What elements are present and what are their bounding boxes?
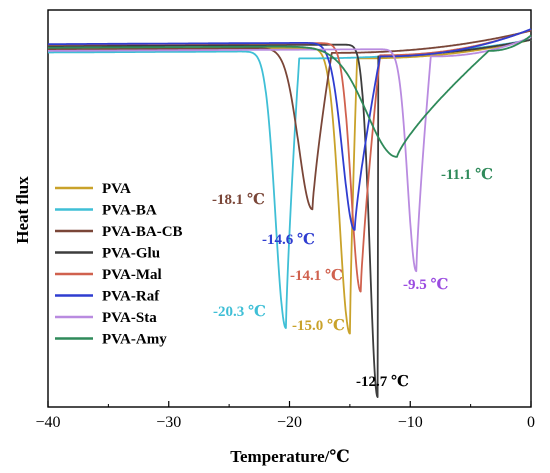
peak-label: -15.0 ℃ bbox=[292, 318, 345, 334]
x-axis-title: Temperature/℃ bbox=[230, 447, 350, 466]
peak-label: -11.1 ℃ bbox=[441, 167, 493, 183]
legend-label-pva-amy: PVA-Amy bbox=[102, 332, 167, 348]
peak-label: -14.6 ℃ bbox=[262, 232, 315, 248]
peak-label: -18.1 ℃ bbox=[212, 192, 265, 208]
x-tick-label: −20 bbox=[277, 414, 302, 431]
peak-label: -20.3 ℃ bbox=[213, 304, 266, 320]
legend: PVA PVA-BA PVA-BA-CB PVA-Glu PVA-Mal PVA-Raf P… bbox=[55, 181, 183, 348]
series-line-pva-ba-cb bbox=[47, 29, 532, 211]
legend-label-pva-ba: PVA-BA bbox=[102, 203, 157, 219]
legend-label-pva-sta: PVA-Sta bbox=[102, 310, 157, 326]
x-axis: −40 −30 −20 −10 0 bbox=[35, 401, 535, 431]
legend-label-pva: PVA bbox=[102, 181, 131, 197]
x-tick-label: −40 bbox=[35, 414, 60, 431]
legend-label-pva-raf: PVA-Raf bbox=[102, 289, 160, 305]
peak-label: -14.1 ℃ bbox=[290, 268, 343, 284]
y-axis-title: Heat flux bbox=[13, 176, 32, 244]
peak-label: -9.5 ℃ bbox=[403, 277, 448, 293]
x-tick-label: −10 bbox=[398, 414, 423, 431]
series-layer bbox=[47, 28, 532, 399]
x-tick-label: 0 bbox=[527, 414, 535, 431]
peak-label: -12.7 ℃ bbox=[356, 374, 409, 390]
x-tick-label: −30 bbox=[156, 414, 181, 431]
legend-label-pva-ba-cb: PVA-BA-CB bbox=[102, 224, 183, 240]
peak-annotations: -18.1 ℃ -14.6 ℃ -14.1 ℃ -20.3 ℃ -15.0 ℃ -12.7… bbox=[212, 167, 493, 390]
legend-label-pva-glu: PVA-Glu bbox=[102, 246, 160, 262]
series-line-pva-sta bbox=[47, 36, 532, 273]
legend-label-pva-mal: PVA-Mal bbox=[102, 267, 162, 283]
series-line-pva-raf bbox=[47, 28, 532, 231]
series-line-pva-amy bbox=[47, 34, 532, 158]
